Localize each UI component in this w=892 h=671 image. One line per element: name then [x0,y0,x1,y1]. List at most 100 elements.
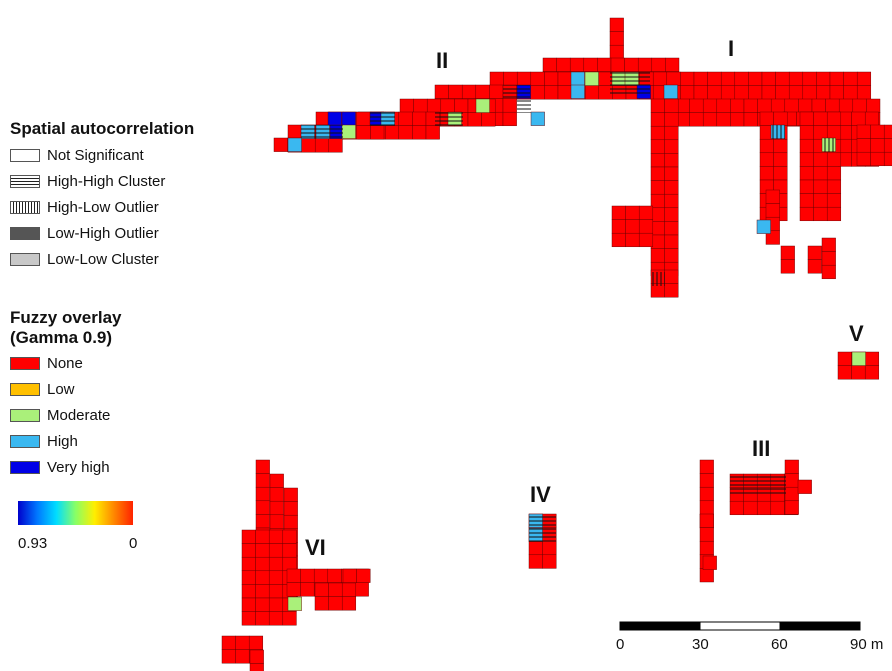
grid-cell [556,57,571,72]
grid-cell [699,540,714,556]
grid-cell [384,125,400,140]
grid-cell [314,582,329,597]
cell-high [663,84,678,99]
legend-item-low-high: Low-High Outlier [10,220,194,246]
grid-cell [730,112,745,127]
legend-label: None [47,354,83,372]
grid-cell [851,365,866,380]
grid-cell [756,500,772,516]
region-label-ii: II [436,48,449,73]
grid-cell [625,205,640,220]
grid-cell [680,85,695,100]
grid-cell [799,111,814,126]
grid-cell [624,57,639,72]
grid-cell [542,540,557,556]
grid-cell [282,529,297,544]
grid-cell [255,473,270,488]
grid-cell [852,98,867,113]
grid-cell [716,112,731,127]
grid-cell [784,473,799,488]
grid-cell [720,85,736,100]
grid-cell [798,98,813,113]
grid-cell [883,138,892,153]
grid-cell [356,125,371,140]
high-high-hatch [529,514,556,542]
legend-label: Moderate [47,406,111,424]
legend-title-autocorrelation: Spatial autocorrelation [10,119,195,138]
grid-cell [813,125,828,140]
legend-label: Very high [47,458,110,476]
grid-cell [699,500,714,515]
grid-cell [702,555,717,570]
grid-cell [542,57,557,72]
scale-bar [619,621,861,631]
grid-cell [707,85,722,100]
grid-cell [356,568,371,583]
swatch-not-significant [10,148,40,162]
grid-cell [759,138,774,154]
grid-cell [283,487,298,502]
grid-cell [313,568,329,583]
grid-cell [530,85,545,100]
grid-cell [569,57,585,72]
grid-cell [664,269,679,284]
grid-cell [241,556,256,572]
grid-cell [583,57,598,72]
swatch-high-low [10,200,40,214]
grid-cell [489,71,504,86]
swatch-moderate [10,408,40,422]
grid-cell [650,98,665,113]
grid-cell [729,500,744,516]
grid-cell [773,138,788,154]
grid-cell [398,125,413,140]
grid-cell [843,85,858,100]
grid-cell [759,166,774,181]
grid-cell [829,71,844,86]
grid-cell [286,582,301,597]
grid-cell [856,124,871,139]
grid-cell [398,111,413,126]
grid-cell [282,556,297,572]
grid-cell [811,98,826,113]
grid-cell [314,596,329,611]
grid-cell [864,365,880,380]
grid-cell [866,98,881,113]
cell-very-high [341,111,356,126]
grid-cell [609,44,624,60]
color-ramp-bar [18,501,133,525]
grid-cell [440,98,455,113]
grid-cell [773,111,788,126]
grid-cell [516,71,532,86]
grid-cell [268,543,284,558]
grid-cell [813,179,828,194]
grid-cell [883,151,892,167]
grid-cell [481,112,496,127]
grid-cell [807,259,822,274]
high-high-hatch [370,112,395,126]
cell-moderate [287,596,302,611]
grid-cell [650,193,665,209]
grid-cell [528,540,543,556]
grid-cell [761,85,776,100]
grid-cell [699,568,714,583]
grid-cell [743,112,758,127]
grid-cell [821,237,836,252]
grid-cell [650,153,665,168]
swatch-very-high [10,460,40,474]
scale-bar-segment [779,621,861,631]
grid-cell [610,57,625,72]
grid-cell [734,85,749,100]
legend-item-high-low: High-Low Outlier [10,194,194,220]
grid-cell [597,57,612,72]
grid-cell [837,365,852,380]
grid-cell [816,71,831,86]
grid-cell [248,635,264,650]
grid-cell [241,611,256,626]
grid-cell [255,529,270,544]
scale-tick-30: 30 [692,636,709,653]
grid-cell [255,597,270,612]
grid-cell [759,111,774,126]
grid-cell [650,112,665,127]
high-high-hatch [610,72,650,94]
